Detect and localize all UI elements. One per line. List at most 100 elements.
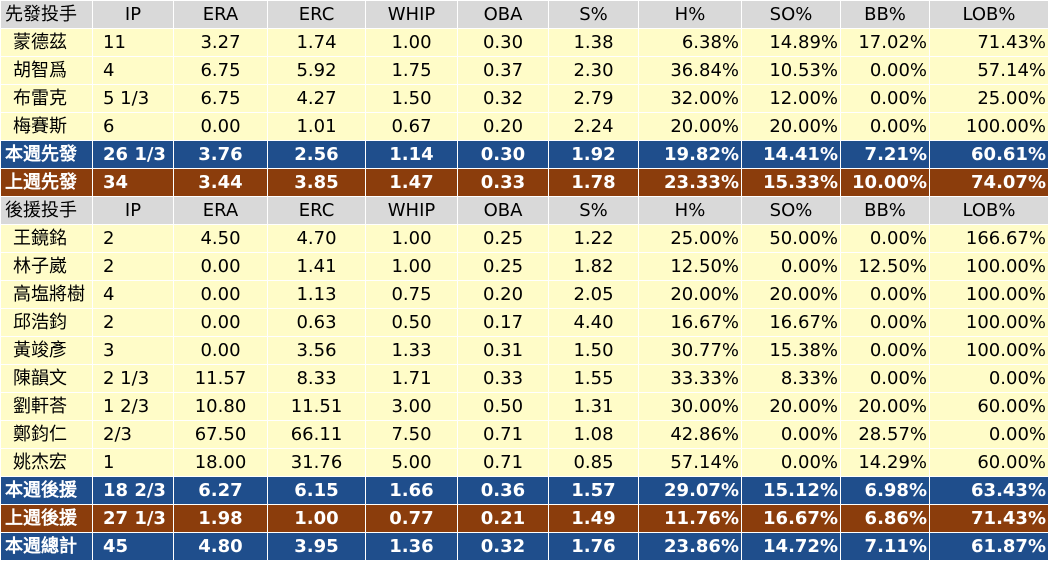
stat-cell: 1.82 [549,253,639,281]
stat-cell: 1.57 [549,477,639,505]
stat-cell: 27 1/3 [93,505,174,533]
stat-cell: 1.50 [366,85,458,113]
stat-cell: 61.87% [930,533,1048,561]
stat-cell: OBA [458,197,549,225]
stat-cell: 11.57 [174,365,268,393]
stat-cell: WHIP [366,197,458,225]
stat-cell: 23.33% [639,169,742,197]
row-label-cell: 上週後援 [1,505,93,533]
stat-cell: ERA [174,197,268,225]
stat-cell: 2 1/3 [93,365,174,393]
stat-cell: 25.00% [930,85,1048,113]
stat-cell: 0.00% [742,253,841,281]
stat-cell: WHIP [366,1,458,29]
stat-cell: 2 [93,253,174,281]
stat-cell: 1.75 [366,57,458,85]
stat-cell: 1.92 [549,141,639,169]
stat-cell: 2.30 [549,57,639,85]
stat-cell: 100.00% [930,113,1048,141]
stat-cell: 8.33% [742,365,841,393]
stat-cell: 6.98% [841,477,930,505]
stat-cell: 3.95 [268,533,366,561]
stat-cell: 1 [93,449,174,477]
stat-cell: 6.15 [268,477,366,505]
stat-cell: 0.00 [174,253,268,281]
stat-cell: 3.00 [366,393,458,421]
stat-cell: 60.61% [930,141,1048,169]
stat-cell: 1.66 [366,477,458,505]
stat-cell: 60.00% [930,449,1048,477]
row-label-cell: 林子崴 [1,253,93,281]
stat-cell: 2.05 [549,281,639,309]
stat-cell: IP [93,1,174,29]
stat-cell: 26 1/3 [93,141,174,169]
stat-cell: 25.00% [639,225,742,253]
stat-cell: 20.00% [742,281,841,309]
stat-cell: 12.50% [639,253,742,281]
stat-cell: 0.30 [458,141,549,169]
stat-cell: LOB% [930,197,1048,225]
stat-cell: 0.71 [458,421,549,449]
stat-cell: S% [549,197,639,225]
stat-cell: 2 [93,225,174,253]
stat-cell: 1.08 [549,421,639,449]
stat-cell: 0.00% [841,309,930,337]
row-label-cell: 黃竣彥 [1,337,93,365]
stat-cell: 6.38% [639,29,742,57]
stat-cell: 1.74 [268,29,366,57]
stat-cell: 20.00% [639,113,742,141]
stat-cell: 1.49 [549,505,639,533]
row-label-cell: 上週先發 [1,169,93,197]
stat-cell: 8.33 [268,365,366,393]
stat-cell: 0.71 [458,449,549,477]
stat-cell: 0.00 [174,309,268,337]
stat-cell: 1.98 [174,505,268,533]
stat-cell: 3 [93,337,174,365]
stat-cell: 0.20 [458,281,549,309]
stat-cell: 20.00% [742,113,841,141]
stat-cell: 1.01 [268,113,366,141]
stat-cell: 0.32 [458,533,549,561]
stat-cell: 4 [93,281,174,309]
stat-cell: 23.86% [639,533,742,561]
stat-cell: 0.67 [366,113,458,141]
row-label-cell: 姚杰宏 [1,449,93,477]
stat-cell: 12.00% [742,85,841,113]
stat-cell: 12.50% [841,253,930,281]
stat-cell: 0.00% [742,449,841,477]
stat-cell: 30.00% [639,393,742,421]
stat-cell: ERC [268,197,366,225]
stat-cell: 1.00 [366,253,458,281]
stat-cell: 20.00% [841,393,930,421]
stat-cell: 1.41 [268,253,366,281]
stat-cell: BB% [841,1,930,29]
stat-cell: 100.00% [930,281,1048,309]
stat-cell: 0.00 [174,281,268,309]
stat-cell: 50.00% [742,225,841,253]
stat-cell: 16.67% [639,309,742,337]
stat-cell: 2 [93,309,174,337]
stat-cell: 2/3 [93,421,174,449]
stat-cell: 71.43% [930,29,1048,57]
stat-cell: 67.50 [174,421,268,449]
stat-cell: LOB% [930,1,1048,29]
stat-cell: 3.27 [174,29,268,57]
stat-cell: 0.00% [841,113,930,141]
stat-cell: 1 2/3 [93,393,174,421]
stat-cell: 1.33 [366,337,458,365]
stat-cell: 5.00 [366,449,458,477]
stat-cell: 32.00% [639,85,742,113]
row-label-cell: 劉軒荅 [1,393,93,421]
row-label-cell: 梅賽斯 [1,113,93,141]
